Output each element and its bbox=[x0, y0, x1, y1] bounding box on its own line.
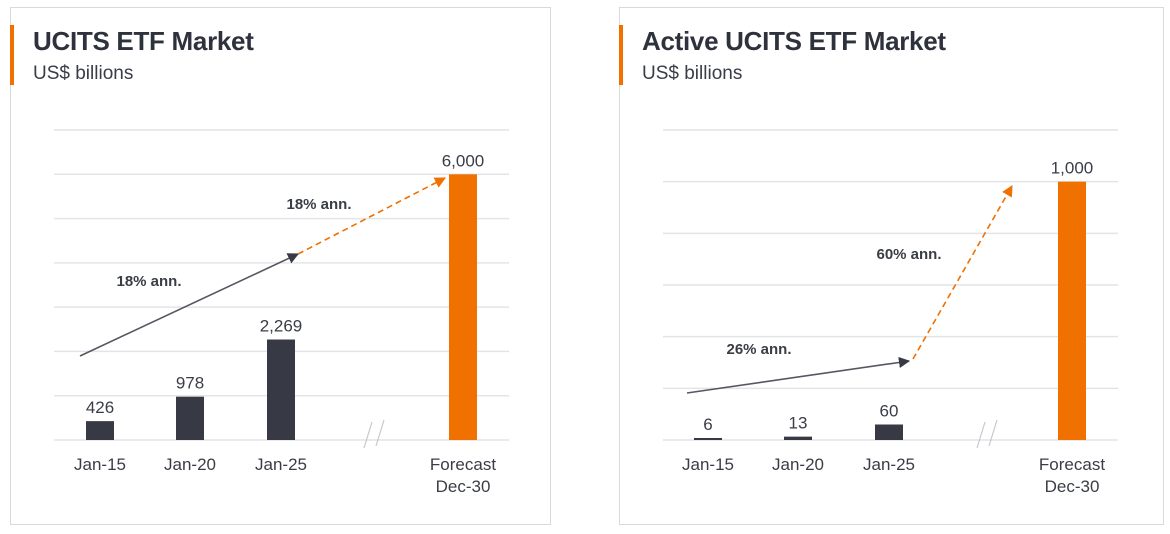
value-label: 2,269 bbox=[260, 317, 303, 336]
value-label: 60 bbox=[880, 402, 899, 421]
axis-break-mark bbox=[988, 419, 998, 447]
category-label: Forecast bbox=[1039, 455, 1105, 474]
chart-subtitle: US$ billions bbox=[642, 63, 743, 84]
chart-title: UCITS ETF Market bbox=[33, 26, 254, 56]
value-label: 6 bbox=[703, 415, 712, 434]
growth-rate-label: 60% ann. bbox=[876, 246, 941, 263]
value-label: 426 bbox=[86, 398, 114, 417]
forecast-growth-arrow bbox=[912, 185, 1013, 360]
category-label: Dec-30 bbox=[436, 477, 491, 496]
category-label: Jan-15 bbox=[682, 455, 734, 474]
category-label: Jan-20 bbox=[164, 455, 216, 474]
chart-title: Active UCITS ETF Market bbox=[642, 26, 946, 56]
bar-jan-15 bbox=[694, 438, 722, 440]
bar-jan-15 bbox=[86, 421, 114, 440]
chart-plot: 426 Jan-15 978 Jan-20 2,269 Jan-25 6,000 Foreca… bbox=[54, 129, 509, 496]
chart-subtitle: US$ billions bbox=[33, 63, 134, 84]
chart-plot: 6 Jan-15 13 Jan-20 60 Jan-25 1,000 Forecast Dec-… bbox=[663, 129, 1118, 496]
category-label: Jan-15 bbox=[74, 455, 126, 474]
growth-rate-label: 18% ann. bbox=[116, 273, 181, 290]
category-label: Jan-25 bbox=[255, 455, 307, 474]
value-label: 13 bbox=[789, 414, 808, 433]
active-ucits-etf-market-chart: Active UCITS ETF Market US$ billions 6 Ja… bbox=[619, 7, 1164, 525]
category-label: Forecast bbox=[430, 455, 496, 474]
growth-rate-label: 18% ann. bbox=[286, 196, 351, 213]
historic-growth-arrow bbox=[79, 253, 300, 357]
ucits-etf-market-chart: UCITS ETF Market US$ billions 426 Jan-15 9… bbox=[10, 7, 551, 525]
value-label: 6,000 bbox=[442, 151, 485, 170]
bar-jan-20 bbox=[784, 436, 812, 440]
axis-break-mark bbox=[976, 421, 986, 449]
value-label: 978 bbox=[176, 374, 204, 393]
bar-forecast-dec-30 bbox=[449, 174, 477, 441]
title-accent-bar bbox=[619, 25, 623, 85]
axis-break-mark bbox=[363, 421, 373, 449]
historic-growth-arrow bbox=[686, 356, 911, 394]
bar-jan-25 bbox=[267, 339, 295, 440]
bar-jan-20 bbox=[176, 396, 204, 440]
forecast-growth-arrow bbox=[297, 177, 446, 255]
bar-forecast-dec-30 bbox=[1058, 181, 1086, 440]
value-label: 1,000 bbox=[1051, 159, 1094, 178]
category-label: Jan-20 bbox=[772, 455, 824, 474]
title-accent-bar bbox=[10, 25, 14, 85]
axis-break-mark bbox=[375, 419, 385, 447]
growth-rate-label: 26% ann. bbox=[726, 341, 791, 358]
bar-jan-25 bbox=[875, 424, 903, 440]
category-label: Dec-30 bbox=[1045, 477, 1100, 496]
category-label: Jan-25 bbox=[863, 455, 915, 474]
